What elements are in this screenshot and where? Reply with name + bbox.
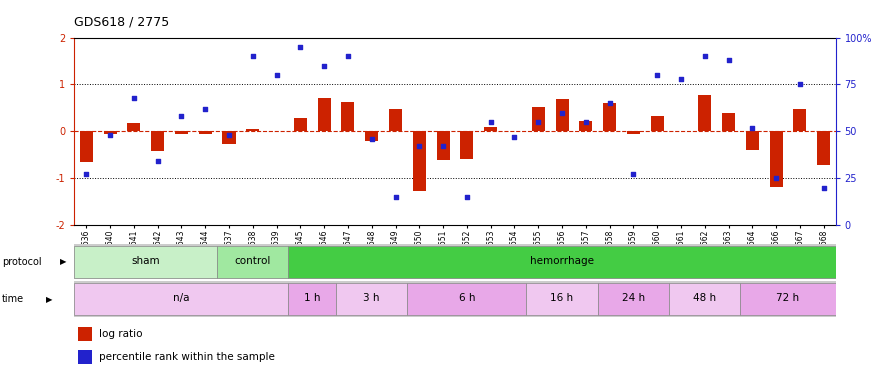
Bar [651,116,664,131]
Point [412,143,426,149]
Bar [80,131,93,162]
Text: 3 h: 3 h [363,293,380,303]
Point [293,44,307,50]
Text: n/a: n/a [173,293,190,303]
Bar [151,131,164,151]
Bar [389,109,402,131]
Bar [222,131,235,144]
Point [150,158,164,164]
Text: 6 h: 6 h [458,293,475,303]
Point [388,194,402,200]
Bar [294,118,307,131]
Point [80,171,94,177]
Text: 1 h: 1 h [304,293,320,303]
Bar [336,283,408,315]
Text: 72 h: 72 h [776,293,800,303]
Bar [603,103,616,131]
Text: 48 h: 48 h [693,293,717,303]
Bar [598,283,669,315]
Bar [527,283,598,315]
Point [674,76,688,82]
Bar [199,131,212,134]
Point [816,184,830,190]
Bar [408,283,527,315]
Bar [722,114,735,131]
Text: percentile rank within the sample: percentile rank within the sample [99,352,275,362]
Point [341,53,355,59]
Point [246,53,260,59]
Bar [127,123,140,131]
Point [270,72,284,78]
Point [199,106,213,112]
Bar [246,129,259,131]
Bar [746,131,759,150]
Point [793,81,807,87]
Bar [341,102,354,131]
Text: ▶: ▶ [46,295,52,304]
Point [722,57,736,63]
Bar [484,127,497,131]
Text: 16 h: 16 h [550,293,574,303]
Point [127,94,141,100]
Text: control: control [234,256,271,266]
Text: log ratio: log ratio [99,329,143,339]
Bar [74,283,289,315]
Point [555,110,569,116]
Point [603,100,617,106]
Bar [532,107,545,131]
Bar [669,283,740,315]
Point [103,132,117,138]
Point [436,143,450,149]
Bar [579,121,592,131]
Bar [289,246,836,278]
Point [222,132,236,138]
Bar [698,95,711,131]
Point [579,119,593,125]
Point [650,72,664,78]
Point [317,63,331,69]
Bar [78,350,92,364]
Bar [460,131,473,159]
Point [697,53,711,59]
Point [626,171,640,177]
Bar [78,327,92,341]
Bar [318,98,331,131]
Text: sham: sham [131,256,160,266]
Point [746,124,760,130]
Text: protocol: protocol [2,257,41,267]
Point [769,175,783,181]
Bar [817,131,830,165]
Bar [289,283,336,315]
Text: time: time [2,294,24,304]
Bar [103,131,116,134]
Point [484,119,498,125]
Point [365,136,379,142]
Bar [556,99,569,131]
Bar [217,246,289,278]
Point [174,113,188,119]
Point [507,134,522,140]
Text: GDS618 / 2775: GDS618 / 2775 [74,15,170,28]
Text: ▶: ▶ [60,257,66,266]
Bar [794,109,807,131]
Point [531,119,545,125]
Bar [365,131,378,141]
Bar [437,131,450,160]
Text: hemorrhage: hemorrhage [530,256,594,266]
Bar [413,131,426,191]
Point [460,194,474,200]
Bar [770,131,783,187]
Bar [626,131,640,134]
Text: 24 h: 24 h [622,293,645,303]
Bar [740,283,836,315]
Bar [175,131,188,134]
Bar [74,246,217,278]
